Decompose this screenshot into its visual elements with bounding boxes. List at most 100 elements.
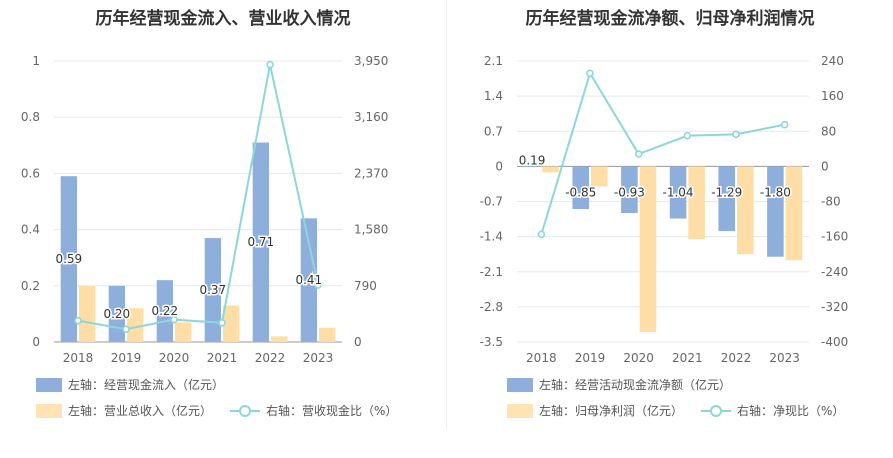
- line-series: [77, 64, 319, 331]
- line-point: [683, 131, 692, 140]
- line-point: [218, 318, 226, 327]
- legend: 左轴：营业总收入（亿元） 右轴：营收现金比（%）: [36, 402, 415, 419]
- y-left-tick-label: -1.4: [480, 230, 503, 244]
- legend-item-line[interactable]: 右轴：净现比（%）: [701, 402, 844, 419]
- bar-series1: [523, 165, 541, 167]
- legend-swatch-icon: [36, 377, 62, 392]
- legend-item-bar1[interactable]: 左轴：经营现金流入（亿元）: [36, 376, 224, 393]
- legend-swatch-icon: [36, 403, 62, 418]
- y-right-tick-label: 160: [821, 89, 844, 103]
- bar-series1: [669, 166, 687, 219]
- y-right-tick-label: -240: [821, 265, 848, 279]
- y-right-tick-label: -80: [821, 195, 841, 209]
- y-right-tick-label: 790: [354, 279, 377, 293]
- line-series: [540, 70, 785, 235]
- x-tick-label: 2019: [575, 351, 606, 365]
- y-left-tick-label: 0: [32, 335, 40, 349]
- bar-series1: [204, 238, 221, 342]
- bar-series2: [737, 166, 754, 255]
- legend-item-bar2[interactable]: 左轴：归母净利润（亿元）: [507, 402, 683, 419]
- legend: 左轴：经营现金流入（亿元）: [36, 376, 242, 393]
- x-tick-label: 2023: [769, 351, 800, 365]
- bar-series2: [175, 322, 192, 342]
- y-left-tick-label: -2.1: [480, 265, 503, 279]
- x-tick-label: 2020: [159, 351, 190, 365]
- bar-series2: [688, 166, 705, 240]
- x-tick-label: 2018: [526, 351, 557, 365]
- bar-series2: [79, 285, 96, 342]
- data-label: -1.80: [760, 185, 791, 199]
- legend-swatch-icon: [507, 377, 533, 392]
- bar-series1: [621, 166, 638, 214]
- bar-series1: [718, 166, 735, 232]
- legend: 左轴：经营活动现金流净额（亿元）: [507, 376, 749, 393]
- legend-item-line[interactable]: 右轴：营收现金比（%）: [230, 402, 397, 419]
- bar-series2: [785, 166, 803, 261]
- line-point: [732, 130, 740, 139]
- y-right-tick-label: -400: [821, 335, 848, 349]
- line-point: [74, 316, 82, 325]
- data-label: -1.04: [663, 185, 694, 199]
- bar-series1: [767, 166, 784, 257]
- data-label: -0.93: [614, 185, 645, 199]
- data-label: -0.85: [565, 185, 596, 199]
- line-point: [266, 60, 274, 69]
- data-label: 0.41: [295, 273, 322, 287]
- y-left-tick-label: 1: [32, 54, 40, 68]
- panel-divider: [446, 0, 447, 428]
- legend-label: 左轴：经营现金流入（亿元）: [68, 378, 225, 392]
- legend-line-icon: [701, 404, 732, 417]
- chart-panel-right: 历年经营现金流净额、归母净利润情况 -3.5 -2.8 -2.1 -1.4 -0.7 0 0…: [447, 0, 893, 458]
- chart-canvas: -3.5 -2.8 -2.1 -1.4 -0.7 0 0.7 1.4 2.1 -400 -320 -2…: [480, 54, 849, 365]
- y-right-tick-label: 1,580: [354, 223, 388, 237]
- x-tick-label: 2022: [255, 351, 286, 365]
- line-point: [586, 69, 594, 78]
- legend-item-bar2[interactable]: 左轴：营业总收入（亿元）: [36, 402, 212, 419]
- legend: 左轴：归母净利润（亿元） 右轴：净现比（%）: [507, 402, 862, 419]
- chart-title: 历年经营现金流净额、归母净利润情况: [525, 9, 815, 29]
- x-tick-label: 2023: [303, 351, 334, 365]
- line-point: [170, 315, 178, 324]
- y-left-tick-label: 1.4: [484, 89, 503, 103]
- legend-item-bar1[interactable]: 左轴：经营活动现金流净额（亿元）: [507, 376, 731, 393]
- y-left-tick-label: -3.5: [480, 335, 503, 349]
- y-left-tick-label: -0.7: [480, 195, 503, 209]
- y-left-tick-label: 0.2: [21, 279, 40, 293]
- bar-series2: [271, 336, 288, 342]
- data-label: -1.29: [711, 185, 742, 199]
- bar-series1: [300, 218, 317, 342]
- chart-title: 历年经营现金流入、营业收入情况: [95, 9, 351, 29]
- legend-label: 左轴：经营活动现金流净额（亿元）: [539, 378, 732, 392]
- bar-series2: [542, 166, 559, 173]
- bar-series2: [639, 166, 657, 332]
- bar-series2: [223, 305, 240, 342]
- data-label: 0.37: [199, 283, 226, 297]
- legend-swatch-icon: [507, 403, 533, 418]
- bar-series2: [591, 166, 608, 187]
- line-point: [634, 150, 643, 158]
- data-label: 0.71: [247, 235, 274, 249]
- chart-panel-left: 历年经营现金流入、营业收入情况 0 0.2 0.4 0.6 0.8 1 0 790 1,580 2…: [0, 0, 446, 458]
- y-right-tick-label: 80: [821, 124, 836, 138]
- legend-label: 左轴：营业总收入（亿元）: [68, 404, 213, 418]
- legend-label: 左轴：归母净利润（亿元）: [539, 404, 684, 418]
- legend-line-icon: [230, 404, 261, 417]
- data-label: 0.22: [151, 304, 178, 318]
- line-point: [122, 325, 130, 333]
- y-right-tick-label: 3,950: [354, 54, 388, 68]
- bar-series1: [252, 142, 269, 342]
- bar-series2: [319, 327, 336, 342]
- legend-label: 右轴：净现比（%）: [737, 404, 845, 418]
- y-left-tick-label: 0.8: [21, 110, 40, 124]
- data-label: 0.59: [55, 252, 82, 266]
- y-right-tick-label: 0: [821, 159, 829, 173]
- legend-label: 右轴：营收现金比（%）: [266, 404, 398, 418]
- y-left-tick-label: 0: [495, 159, 503, 173]
- line-point: [537, 230, 546, 239]
- bar-series1: [156, 280, 173, 342]
- x-tick-label: 2020: [623, 351, 654, 365]
- bar-series2: [127, 308, 144, 342]
- y-left-tick-label: 0.7: [484, 124, 503, 138]
- line-point: [314, 281, 322, 289]
- line-point: [780, 120, 789, 129]
